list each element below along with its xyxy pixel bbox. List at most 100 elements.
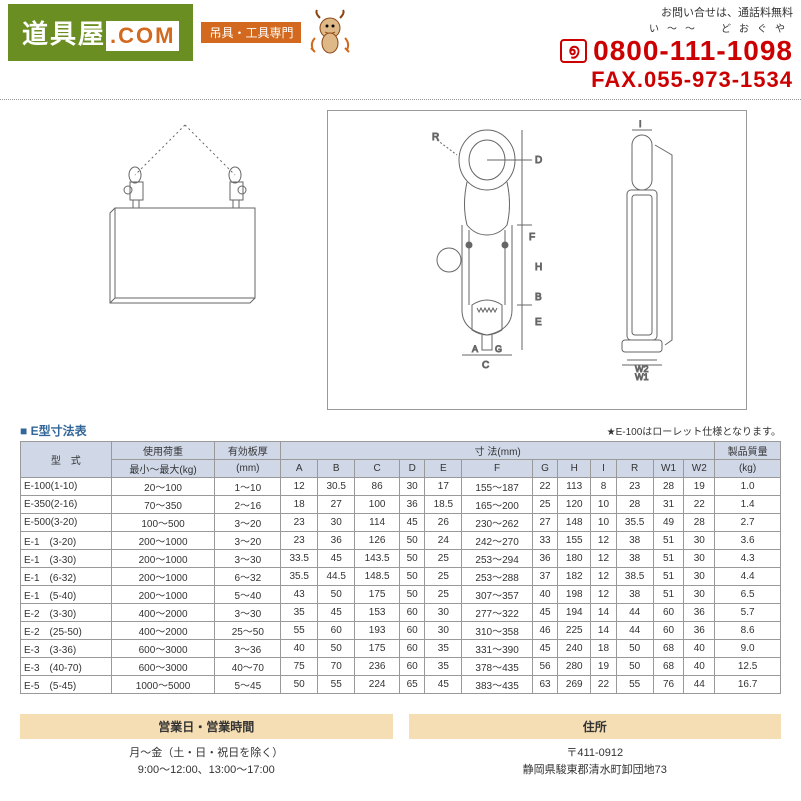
table-cell: 20～100 xyxy=(111,478,215,496)
table-cell: 36 xyxy=(532,550,557,568)
table-cell: 40 xyxy=(684,640,715,658)
table-cell: 148.5 xyxy=(355,568,400,586)
table-cell: 180 xyxy=(558,550,591,568)
footer-address: 住所 〒411-0912 静岡県駿東郡清水町卸団地73 xyxy=(409,714,782,778)
table-cell: 225 xyxy=(558,622,591,640)
footer-address-head: 住所 xyxy=(409,714,782,739)
table-cell: 36 xyxy=(318,532,355,550)
table-cell: 30 xyxy=(400,478,425,496)
table-cell: 9.0 xyxy=(715,640,781,658)
table-cell: 120 xyxy=(558,496,591,514)
col-mass: 製品質量 xyxy=(715,442,781,460)
svg-text:A: A xyxy=(472,344,478,354)
svg-text:R: R xyxy=(432,132,439,143)
table-cell: 18.5 xyxy=(425,496,462,514)
table-cell: 5～45 xyxy=(215,676,281,694)
table-cell: E-350(2-16) xyxy=(21,496,112,514)
table-cell: 240 xyxy=(558,640,591,658)
spec-table-section: ■ E型寸法表 ★E-100はローレット仕様となります。 型 式 使用荷重 有効… xyxy=(0,418,801,698)
table-cell: 28 xyxy=(616,496,653,514)
diagram-area: R D F H B E C A G xyxy=(0,102,801,418)
table-cell: 200～1000 xyxy=(111,550,215,568)
header-divider xyxy=(0,99,801,100)
table-cell: 25 xyxy=(425,550,462,568)
logo-text-suffix: .COM xyxy=(106,21,179,51)
table-row: E-350(2-16)70～3502～1618271003618.5165～20… xyxy=(21,496,781,514)
table-cell: 27 xyxy=(532,514,557,532)
table-cell: 35.5 xyxy=(616,514,653,532)
table-cell: 40 xyxy=(532,586,557,604)
table-cell: 30 xyxy=(684,550,715,568)
table-cell: 193 xyxy=(355,622,400,640)
table-cell: 1.4 xyxy=(715,496,781,514)
table-cell: E-1 (6-32) xyxy=(21,568,112,586)
table-cell: 45 xyxy=(425,676,462,694)
col-load-sub: 最小～最大(kg) xyxy=(111,460,215,478)
table-cell: 24 xyxy=(425,532,462,550)
fax-number: FAX.055-973-1534 xyxy=(363,67,793,93)
table-cell: 25～50 xyxy=(215,622,281,640)
table-cell: 50 xyxy=(318,586,355,604)
table-cell: 50 xyxy=(400,568,425,586)
table-cell: 3～20 xyxy=(215,514,281,532)
table-cell: E-5 (5-45) xyxy=(21,676,112,694)
table-cell: 55 xyxy=(318,676,355,694)
table-cell: 5.7 xyxy=(715,604,781,622)
footer: 営業日・営業時間 月～金（土・日・祝日を除く） 9:00～12:00、13:00… xyxy=(0,706,801,786)
table-cell: 200～1000 xyxy=(111,586,215,604)
table-cell: 155 xyxy=(558,532,591,550)
table-cell: 25 xyxy=(425,568,462,586)
table-cell: 60 xyxy=(400,604,425,622)
hours-line1: 月～金（土・日・祝日を除く） xyxy=(20,745,393,762)
table-cell: 51 xyxy=(653,586,684,604)
table-cell: 2.7 xyxy=(715,514,781,532)
table-cell: 1～10 xyxy=(215,478,281,496)
table-row: E-1 (5-40)200～10005～4043501755025307～357… xyxy=(21,586,781,604)
col-E: E xyxy=(425,460,462,478)
col-model: 型 式 xyxy=(21,442,112,478)
table-cell: 38 xyxy=(616,550,653,568)
table-cell: 17 xyxy=(425,478,462,496)
table-cell: 50 xyxy=(400,550,425,568)
table-cell: 253～288 xyxy=(462,568,532,586)
spec-table: 型 式 使用荷重 有効板厚 寸 法(mm) 製品質量 最小～最大(kg) (mm… xyxy=(20,441,781,694)
table-cell: 40 xyxy=(684,658,715,676)
table-cell: 45 xyxy=(318,550,355,568)
svg-text:I: I xyxy=(639,120,642,129)
table-cell: 4.3 xyxy=(715,550,781,568)
table-cell: 51 xyxy=(653,550,684,568)
table-cell: 35 xyxy=(425,640,462,658)
table-cell: 30 xyxy=(684,532,715,550)
table-cell: 200～1000 xyxy=(111,532,215,550)
table-cell: 331～390 xyxy=(462,640,532,658)
table-cell: 310～358 xyxy=(462,622,532,640)
table-cell: 45 xyxy=(400,514,425,532)
table-cell: 12 xyxy=(591,586,616,604)
table-cell: 10 xyxy=(591,514,616,532)
footer-hours: 営業日・営業時間 月～金（土・日・祝日を除く） 9:00～12:00、13:00… xyxy=(20,714,393,778)
table-cell: 12 xyxy=(591,550,616,568)
svg-text:W1: W1 xyxy=(635,372,649,382)
table-row: E-3 (40-70)600～300040～7075702366035378～4… xyxy=(21,658,781,676)
table-cell: 242～270 xyxy=(462,532,532,550)
table-cell: 165～200 xyxy=(462,496,532,514)
table-cell: 44 xyxy=(616,604,653,622)
table-cell: 70 xyxy=(318,658,355,676)
svg-text:D: D xyxy=(535,155,542,166)
table-cell: 35 xyxy=(281,604,318,622)
table-cell: 175 xyxy=(355,640,400,658)
table-cell: 236 xyxy=(355,658,400,676)
table-title: ■ E型寸法表 xyxy=(20,422,87,439)
table-cell: 3～30 xyxy=(215,604,281,622)
table-cell: E-3 (3-36) xyxy=(21,640,112,658)
table-cell: 30 xyxy=(318,514,355,532)
table-cell: 30 xyxy=(684,568,715,586)
table-cell: 45 xyxy=(532,604,557,622)
col-D: D xyxy=(400,460,425,478)
table-cell: 198 xyxy=(558,586,591,604)
table-cell: 100～500 xyxy=(111,514,215,532)
footer-hours-head: 営業日・営業時間 xyxy=(20,714,393,739)
table-cell: 50 xyxy=(400,586,425,604)
col-thickness: 有効板厚 xyxy=(215,442,281,460)
table-cell: 50 xyxy=(400,532,425,550)
